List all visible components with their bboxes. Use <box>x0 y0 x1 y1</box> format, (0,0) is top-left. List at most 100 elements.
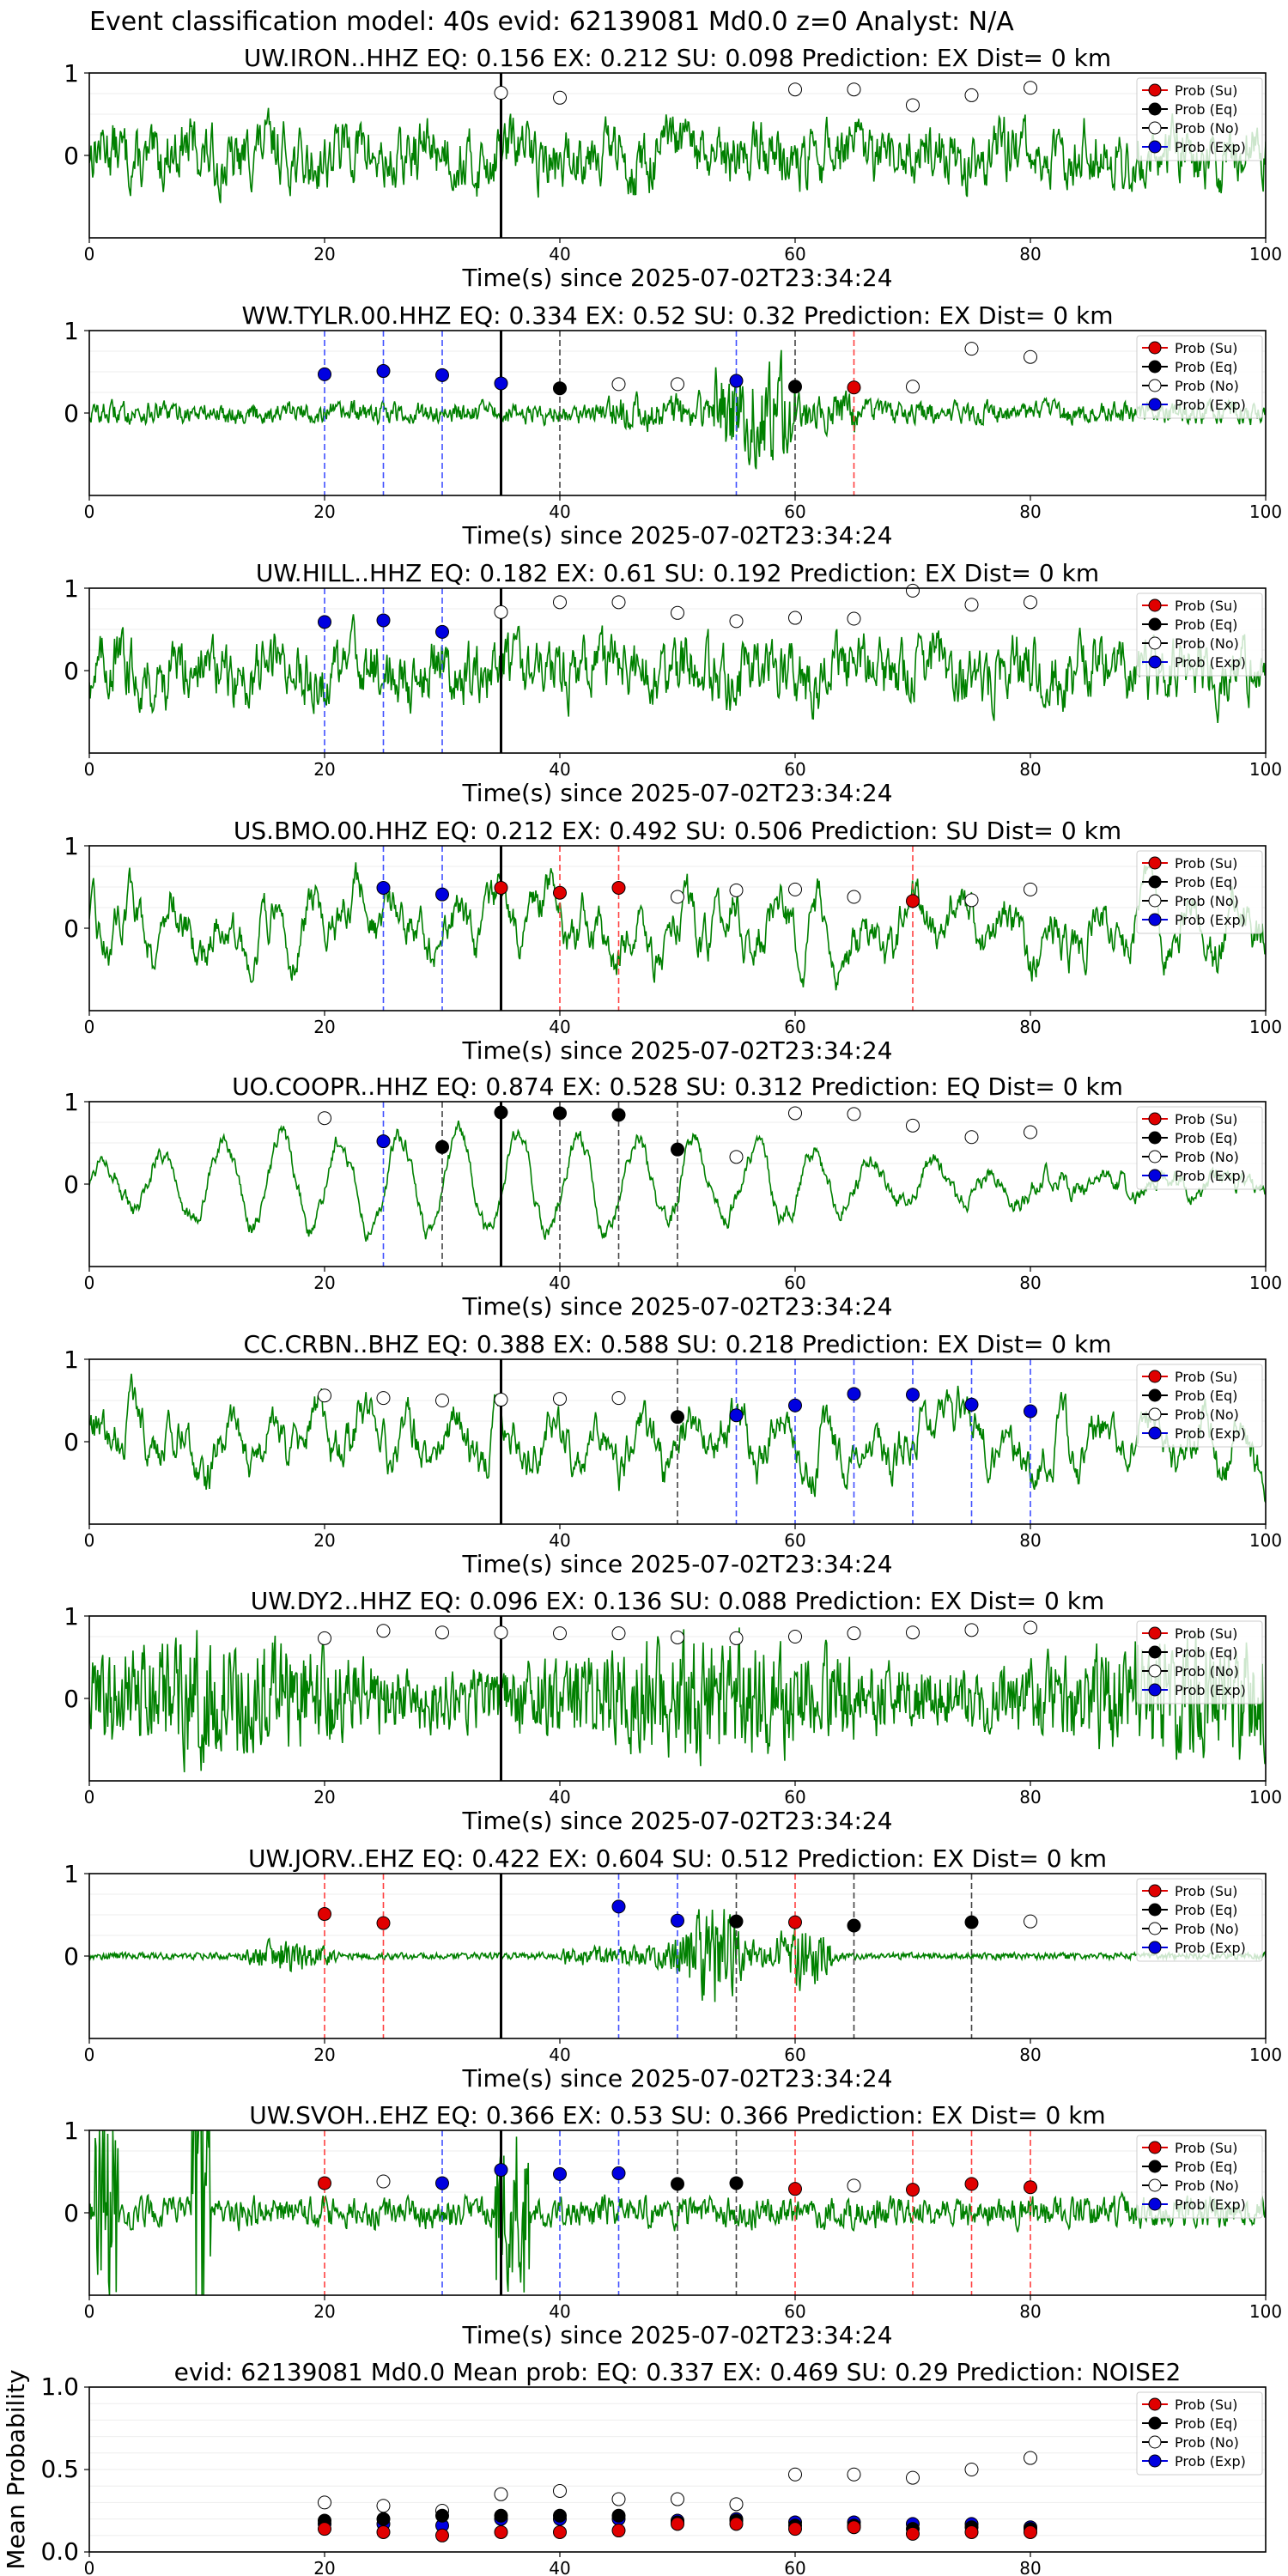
legend-label-no: Prob (No) <box>1175 2178 1239 2194</box>
legend-box <box>1136 1878 1263 1962</box>
prob-point-exp <box>729 1408 744 1423</box>
mean-point-no <box>847 2467 861 2482</box>
x-tick-label: 80 <box>1019 1017 1041 1037</box>
mean-point-eq <box>553 2508 567 2523</box>
prob-point-no <box>671 605 684 620</box>
mean-point-no <box>729 2497 744 2512</box>
legend-box <box>1136 1620 1263 1704</box>
mean-point-no <box>494 2487 508 2501</box>
prob-point-no <box>906 98 920 112</box>
x-tick-label: 60 <box>784 1530 805 1551</box>
waveform-trace <box>89 856 1266 991</box>
legend-marker-eq <box>1148 1645 1162 1659</box>
y-tick-label: 1 <box>64 317 79 345</box>
plot-area <box>89 73 1266 238</box>
prob-point-no <box>788 882 802 896</box>
mean-point-su <box>729 2517 744 2531</box>
prob-point-eq <box>847 1918 861 1933</box>
legend-label-eq: Prob (Eq) <box>1175 2415 1237 2432</box>
mean-point-no <box>671 2492 684 2506</box>
legend-label-exp: Prob (Exp) <box>1175 1425 1246 1442</box>
legend-marker-no <box>1148 894 1162 908</box>
legend-box <box>1136 77 1263 161</box>
legend-label-no: Prob (No) <box>1175 635 1239 652</box>
legend-marker-no <box>1148 1407 1162 1421</box>
legend-marker-no <box>1148 2178 1162 2192</box>
legend-label-su: Prob (Su) <box>1175 2140 1237 2156</box>
x-tick-label: 40 <box>549 1017 570 1037</box>
x-axis-label: Time(s) since 2025-07-02T23:34:24 <box>461 1036 892 1065</box>
legend-label-exp: Prob (Exp) <box>1175 139 1246 155</box>
legend-marker-eq <box>1148 102 1162 116</box>
prob-point-su <box>847 380 861 395</box>
mean-point-no <box>906 2470 920 2485</box>
prob-point-no <box>847 82 861 97</box>
prob-point-no <box>847 1626 861 1641</box>
legend-label-eq: Prob (Eq) <box>1175 1644 1237 1661</box>
legend-marker-eq <box>1148 1903 1162 1917</box>
prob-point-no <box>729 614 744 629</box>
legend-marker-no <box>1148 2435 1162 2449</box>
x-tick-label: 0 <box>84 2301 95 2322</box>
prob-point-no <box>788 611 802 625</box>
x-tick-label: 40 <box>549 1530 570 1551</box>
mean-point-su <box>435 2528 449 2543</box>
legend-label-eq: Prob (Eq) <box>1175 874 1237 890</box>
mean-point-eq <box>376 2512 391 2526</box>
y-tick-label: 1 <box>64 574 79 603</box>
x-tick-label: 60 <box>784 2558 805 2576</box>
prob-point-su <box>788 1915 802 1929</box>
legend-marker-eq <box>1148 1131 1162 1145</box>
legend-label-no: Prob (No) <box>1175 1149 1239 1165</box>
x-tick-label: 100 <box>1249 1017 1282 1037</box>
plot-area <box>89 846 1266 1011</box>
legend-label-eq: Prob (Eq) <box>1175 2159 1237 2175</box>
prob-point-no <box>553 1392 567 1406</box>
waveform-trace <box>89 614 1266 723</box>
prob-point-eq <box>553 381 567 396</box>
mean-point-no <box>1024 2451 1037 2465</box>
x-tick-label: 0 <box>84 2044 95 2065</box>
waveform-trace <box>89 107 1266 204</box>
plot-area <box>89 2403 1266 2537</box>
prob-point-exp <box>376 1134 391 1149</box>
legend-marker-no <box>1148 1150 1162 1163</box>
y-tick-label: 0 <box>64 1942 79 1971</box>
prob-point-exp <box>847 1387 861 1401</box>
panel-5: UO.COOPR..HHZ EQ: 0.874 EX: 0.528 SU: 0.… <box>64 1072 1282 1321</box>
legend-marker-no <box>1148 121 1162 135</box>
prob-point-no <box>847 2178 861 2193</box>
mean-point-eq <box>435 2508 449 2523</box>
prob-point-exp <box>964 1397 979 1412</box>
prob-point-no <box>376 1624 391 1638</box>
prob-point-su <box>1024 2180 1037 2195</box>
prob-point-exp <box>435 624 449 639</box>
legend-marker-eq <box>1148 617 1162 631</box>
legend-marker-exp <box>1148 913 1162 927</box>
prob-point-no <box>494 1625 508 1640</box>
panel-title: UW.DY2..HHZ EQ: 0.096 EX: 0.136 SU: 0.08… <box>251 1587 1105 1615</box>
x-axis-label: Time(s) since 2025-07-02T23:34:24 <box>461 2064 892 2093</box>
prob-point-no <box>553 1626 567 1641</box>
legend-box <box>1136 335 1263 419</box>
legend-label-no: Prob (No) <box>1175 1406 1239 1423</box>
prob-point-su <box>494 880 508 895</box>
legend-label-exp: Prob (Exp) <box>1175 654 1246 671</box>
prob-point-no <box>376 2174 391 2189</box>
y-tick-label: 0.0 <box>40 2537 79 2566</box>
prob-point-no <box>318 1631 331 1645</box>
prob-point-no <box>1024 1125 1037 1139</box>
legend-label-su: Prob (Su) <box>1175 82 1237 99</box>
y-tick-label: 1 <box>64 832 79 860</box>
x-axis-label: Time(s) since 2025-07-02T23:34:24 <box>461 2321 892 2349</box>
prob-point-exp <box>494 376 508 391</box>
legend-marker-no <box>1148 1664 1162 1678</box>
legend-label-su: Prob (Su) <box>1175 1369 1237 1385</box>
mean-point-su <box>376 2524 391 2539</box>
legend-label-exp: Prob (Exp) <box>1175 1168 1246 1184</box>
legend-label-eq: Prob (Eq) <box>1175 101 1237 118</box>
legend-label-eq: Prob (Eq) <box>1175 1130 1237 1146</box>
prob-point-no <box>1024 1914 1037 1929</box>
prob-point-exp <box>671 1913 684 1928</box>
x-tick-label: 20 <box>313 244 335 264</box>
